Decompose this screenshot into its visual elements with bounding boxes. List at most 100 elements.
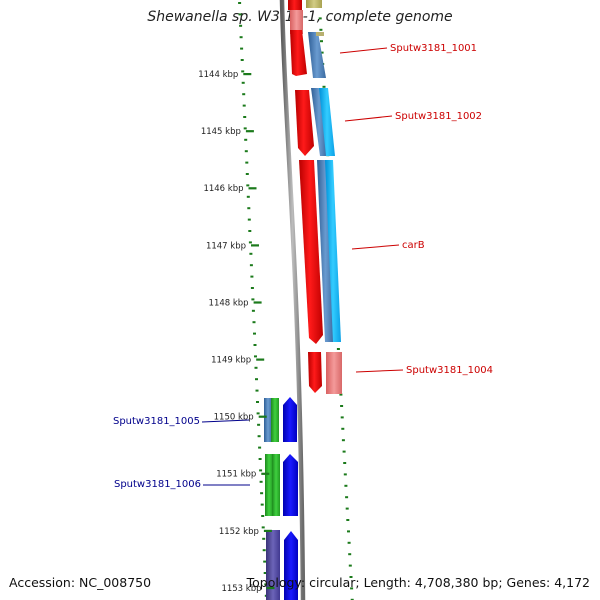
gene-arrow-sputw3181-1001-cap <box>316 32 324 36</box>
scale-tick <box>250 287 254 289</box>
scale-tick <box>345 507 349 510</box>
scale-tick <box>341 439 345 442</box>
scale-tick <box>242 93 246 96</box>
scale-tick <box>348 553 352 556</box>
scale-tick <box>336 348 340 350</box>
genome-backbone <box>279 0 306 600</box>
kbp-label: 1145 kbp <box>201 127 241 137</box>
gene-arrow-sputw3181-1002[interactable] <box>295 90 314 156</box>
scale-tick <box>264 583 268 586</box>
scale-tick <box>340 405 344 407</box>
gene-arrow-sputw3181-1005-cds[interactable] <box>271 398 279 442</box>
scale-tick <box>243 127 247 130</box>
gene-arrow-sputw3181-1005[interactable] <box>283 397 297 442</box>
genome-summary-text: Topology: circular; Length: 4,708,380 bp… <box>246 575 590 590</box>
scale-tick <box>242 104 246 107</box>
scale-tick <box>349 576 353 578</box>
scale-tick <box>258 446 262 449</box>
scale-tick <box>320 51 324 54</box>
kbp-major-tick <box>258 415 267 418</box>
gene-arrow-sputw3181-1002-protein[interactable] <box>311 88 327 156</box>
gene-arrow-carb[interactable] <box>299 160 323 344</box>
scale-tick <box>254 355 257 358</box>
gene-arrow-sputw3181-1004-protein[interactable] <box>326 352 342 394</box>
scale-tick <box>258 458 262 460</box>
scale-tick <box>263 560 267 563</box>
gene-arrow-carb-protein[interactable] <box>317 160 334 342</box>
gene-label-leader <box>344 115 393 122</box>
scale-tick <box>257 423 261 426</box>
scale-tick <box>246 195 250 198</box>
scale-tick <box>348 564 352 567</box>
kbp-major-tick <box>253 301 262 304</box>
scale-tick <box>259 469 263 472</box>
scale-tick <box>257 435 261 438</box>
scale-tick <box>255 389 259 392</box>
scale-tick <box>347 541 351 544</box>
gene-label[interactable]: Sputw3181_1002 <box>395 111 482 122</box>
gene-arrow-bottom-purple[interactable] <box>266 530 280 600</box>
scale-tick <box>343 473 347 476</box>
kbp-label: 1148 kbp <box>209 298 249 308</box>
scale-tick <box>320 40 323 43</box>
scale-tick <box>250 275 254 278</box>
scale-tick <box>350 598 354 600</box>
scale-tick <box>248 241 252 244</box>
scale-tick <box>347 530 350 533</box>
gene-arrow-carb-cds[interactable] <box>325 160 341 342</box>
kbp-label: 1147 kbp <box>206 241 246 251</box>
kbp-major-tick <box>263 529 272 532</box>
gene-arrow-top-red[interactable] <box>288 0 302 10</box>
gene-arrow-sputw3181-1004[interactable] <box>308 352 322 393</box>
gene-arrow-sputw3181-1005-protein[interactable] <box>264 398 272 442</box>
gene-label[interactable]: Sputw3181_1004 <box>406 365 493 376</box>
gene-label-leader <box>339 47 388 54</box>
kbp-major-tick <box>266 586 275 590</box>
scale-tick <box>240 59 244 61</box>
scale-tick <box>244 150 248 153</box>
scale-tick <box>254 366 258 369</box>
gene-arrow-sputw3181-1001[interactable] <box>290 30 307 76</box>
scale-tick <box>260 492 264 495</box>
scale-tick <box>249 252 253 255</box>
gene-arrow-sputw3181-1006-protein[interactable] <box>265 454 273 516</box>
kbp-label: 1151 kbp <box>216 470 256 480</box>
gene-arrow-sputw3181-1006[interactable] <box>283 454 298 516</box>
gene-label[interactable]: Sputw3181_1005 <box>113 416 200 427</box>
kbp-major-tick <box>245 130 254 133</box>
kbp-label: 1152 kbp <box>219 527 259 537</box>
scale-tick <box>261 515 265 517</box>
scale-tick <box>241 70 245 73</box>
gene-label[interactable]: Sputw3181_1001 <box>390 43 477 54</box>
scale-tick <box>251 309 255 312</box>
scale-tick <box>342 450 346 453</box>
gene-arrow-sputw3181-1002-cds[interactable] <box>319 88 335 156</box>
gene-labels: Sputw3181_1001 Sputw3181_1002 carB Sputw318… <box>113 43 493 490</box>
gene-arrow-top-pink[interactable] <box>290 10 303 34</box>
kbp-scale: 1144 kbp 1145 kbp 1146 kbp 1147 kbp 1148 kbp… <box>198 70 275 594</box>
gene-label[interactable]: carB <box>402 240 425 251</box>
kbp-major-tick <box>243 73 252 76</box>
scale-tick <box>251 298 255 301</box>
scale-tick <box>240 47 244 50</box>
scale-tick <box>339 393 343 396</box>
kbp-label: 1153 kbp <box>221 584 261 594</box>
accession-text: Accession: NC_008750 <box>9 575 152 590</box>
gene-arrow-bottom-blue[interactable] <box>284 531 298 600</box>
scale-tick <box>343 462 347 464</box>
scale-tick <box>243 116 247 118</box>
scale-tick <box>256 412 260 415</box>
gene-arrow-sputw3181-1006-cds[interactable] <box>272 454 280 516</box>
gene-label-leader <box>201 419 250 423</box>
scale-tick <box>262 537 266 540</box>
gene-arrow-sputw3181-1001-protein[interactable] <box>308 32 326 78</box>
gene-arrow-top-olive[interactable] <box>306 0 322 8</box>
scale-tick <box>248 230 252 232</box>
gene-label[interactable]: Sputw3181_1006 <box>114 479 201 490</box>
scale-tick <box>263 572 267 574</box>
kbp-label: 1146 kbp <box>203 184 243 194</box>
gene-label-leader <box>355 369 404 373</box>
kbp-major-tick <box>256 358 265 361</box>
scale-tick <box>246 184 250 187</box>
